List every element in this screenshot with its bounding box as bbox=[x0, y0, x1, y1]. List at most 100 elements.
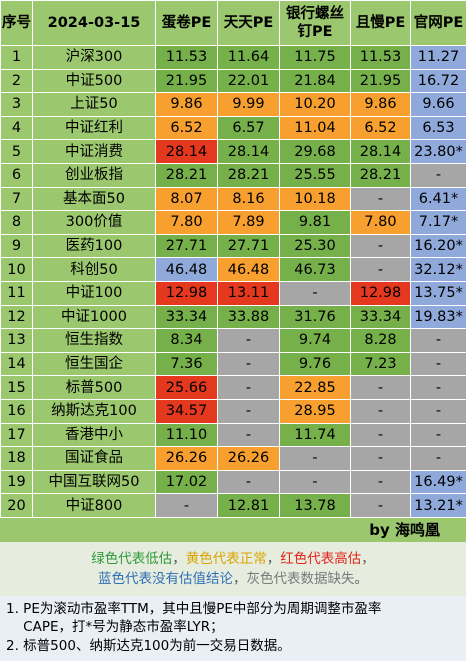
table-row: 1 沪深300 11.53 11.64 11.75 11.53 11.27 bbox=[0, 45, 467, 70]
table-row: 14 恒生国企 7.36-9.76 7.23- bbox=[0, 351, 467, 377]
index-name: 中证红利 bbox=[32, 115, 156, 141]
index-name: 沪深300 bbox=[32, 45, 156, 70]
legend-sep: ， bbox=[172, 550, 186, 567]
pe-cell-guanwang: 7.17* bbox=[410, 210, 467, 235]
index-name: 科创50 bbox=[32, 257, 156, 282]
pe-cell-tiantian: 7.89 bbox=[217, 210, 280, 235]
legend-red: 红色代表高估 bbox=[280, 550, 362, 567]
index-name: 恒生国企 bbox=[32, 351, 156, 377]
row-index: 3 bbox=[0, 92, 33, 117]
pe-cell-tiantian: 11.64 bbox=[217, 45, 280, 70]
pe-cell-yinhang: 29.68 bbox=[279, 139, 351, 164]
pe-cell-tiantian: 9.99 bbox=[217, 92, 280, 117]
legend-end: 。 bbox=[354, 570, 369, 587]
header-danjuan: 蛋卷PE bbox=[155, 0, 218, 46]
pe-cell-danjuan: 25.66 bbox=[155, 375, 218, 400]
index-name: 300价值 bbox=[32, 210, 156, 235]
pe-cell-yinhang: 9.74 bbox=[279, 328, 351, 353]
pe-cell-tiantian: 8.16 bbox=[217, 186, 280, 212]
note-line: 1. PE为滚动市盈率TTM，其中且慢PE中部分为周期调整市盈率 bbox=[6, 600, 382, 617]
pe-cell-danjuan: 7.36 bbox=[155, 351, 218, 377]
pe-cell-yinhang: 11.04 bbox=[279, 115, 351, 141]
index-name: 纳斯达克100 bbox=[32, 398, 156, 424]
pe-cell-danjuan: 8.07 bbox=[155, 186, 218, 212]
row-index: 15 bbox=[0, 375, 33, 400]
pe-cell-qieman: 11.53 bbox=[350, 45, 411, 70]
pe-cell-guanwang: 6.53 bbox=[410, 115, 467, 141]
pe-cell-qieman: 8.28 bbox=[350, 328, 411, 353]
legend-sep: ， bbox=[233, 570, 247, 587]
pe-cell-qieman: 28.14 bbox=[350, 139, 411, 164]
pe-cell-yinhang: 9.76 bbox=[279, 351, 351, 377]
pe-cell-danjuan: 11.10 bbox=[155, 422, 218, 448]
pe-cell-danjuan: 33.34 bbox=[155, 304, 218, 330]
pe-cell-qieman: - bbox=[350, 422, 411, 448]
row-index: 2 bbox=[0, 68, 33, 94]
row-index: 5 bbox=[0, 139, 33, 164]
row-index: 8 bbox=[0, 210, 33, 235]
index-name: 香港中小 bbox=[32, 422, 156, 448]
pe-cell-danjuan: 17.02 bbox=[155, 469, 218, 495]
row-index: 7 bbox=[0, 186, 33, 212]
pe-cell-tiantian: 6.57 bbox=[217, 115, 280, 141]
header-date: 2024-03-15 bbox=[32, 0, 156, 46]
pe-cell-tiantian: 12.81 bbox=[217, 493, 280, 518]
pe-cell-danjuan: 27.71 bbox=[155, 233, 218, 259]
pe-cell-tiantian: 28.14 bbox=[217, 139, 280, 164]
table-row: 19 中国互联网50 17.02- - -16.49* bbox=[0, 469, 467, 495]
row-index: 1 bbox=[0, 45, 33, 70]
pe-cell-danjuan: 8.34 bbox=[155, 328, 218, 353]
pe-cell-danjuan: 26.26 bbox=[155, 446, 218, 471]
pe-table: 序号 2024-03-15 蛋卷PE 天天PE 银行螺丝钉PE 且慢PE 官网P… bbox=[0, 0, 467, 518]
index-name: 中国互联网50 bbox=[32, 469, 156, 495]
index-name: 中证500 bbox=[32, 68, 156, 94]
row-index: 19 bbox=[0, 469, 33, 495]
pe-cell-yinhang: 46.73 bbox=[279, 257, 351, 282]
header-yinhang: 银行螺丝钉PE bbox=[279, 0, 351, 46]
row-index: 6 bbox=[0, 162, 33, 188]
pe-cell-danjuan: 21.95 bbox=[155, 68, 218, 94]
pe-cell-guanwang: 23.80* bbox=[410, 139, 467, 164]
table-row: 6 创业板指 28.21 28.21 25.55 28.21- bbox=[0, 162, 467, 188]
pe-cell-danjuan: 28.14 bbox=[155, 139, 218, 164]
pe-cell-danjuan: 9.86 bbox=[155, 92, 218, 117]
table-row: 17 香港中小 11.10-11.74- - bbox=[0, 422, 467, 448]
footnotes: 1. PE为滚动市盈率TTM，其中且慢PE中部分为周期调整市盈率 CAPE，打*… bbox=[0, 595, 466, 661]
row-index: 17 bbox=[0, 422, 33, 448]
index-name: 医药100 bbox=[32, 233, 156, 259]
pe-cell-yinhang: - bbox=[279, 469, 351, 495]
pe-cell-yinhang: 25.55 bbox=[279, 162, 351, 188]
pe-cell-qieman: - bbox=[350, 446, 411, 471]
pe-cell-danjuan: - bbox=[155, 493, 218, 518]
table-body: 1 沪深300 11.53 11.64 11.75 11.53 11.27 2 中证500 21.… bbox=[0, 45, 467, 518]
legend-gray: 灰色代表数据缺失 bbox=[246, 570, 355, 587]
pe-cell-guanwang: 13.75* bbox=[410, 280, 467, 306]
pe-cell-tiantian: - bbox=[217, 375, 280, 400]
row-index: 4 bbox=[0, 115, 33, 141]
pe-cell-qieman: 7.80 bbox=[350, 210, 411, 235]
pe-cell-guanwang: 16.72 bbox=[410, 68, 467, 94]
pe-cell-guanwang: - bbox=[410, 446, 467, 471]
pe-cell-guanwang: 13.21* bbox=[410, 493, 467, 518]
legend-blue: 蓝色代表没有估值结论 bbox=[98, 570, 233, 587]
pe-cell-qieman: - bbox=[350, 493, 411, 518]
pe-cell-danjuan: 34.57 bbox=[155, 398, 218, 424]
pe-cell-guanwang: 9.66 bbox=[410, 92, 467, 117]
pe-cell-tiantian: - bbox=[217, 422, 280, 448]
row-index: 16 bbox=[0, 398, 33, 424]
row-index: 14 bbox=[0, 351, 33, 377]
table-row: 7 基本面50 8.07 8.16 10.18-6.41* bbox=[0, 186, 467, 212]
pe-cell-tiantian: - bbox=[217, 351, 280, 377]
pe-cell-qieman: - bbox=[350, 375, 411, 400]
row-index: 18 bbox=[0, 446, 33, 471]
pe-cell-yinhang: 11.74 bbox=[279, 422, 351, 448]
pe-cell-tiantian: 26.26 bbox=[217, 446, 280, 471]
pe-cell-tiantian: 22.01 bbox=[217, 68, 280, 94]
pe-cell-qieman: - bbox=[350, 186, 411, 212]
table-row: 12 中证1000 33.34 33.88 31.76 33.34 19.83* bbox=[0, 304, 467, 330]
pe-cell-guanwang: - bbox=[410, 162, 467, 188]
index-name: 创业板指 bbox=[32, 162, 156, 188]
pe-cell-danjuan: 46.48 bbox=[155, 257, 218, 282]
table-row: 18 国证食品 26.26 26.26- - - bbox=[0, 446, 467, 471]
